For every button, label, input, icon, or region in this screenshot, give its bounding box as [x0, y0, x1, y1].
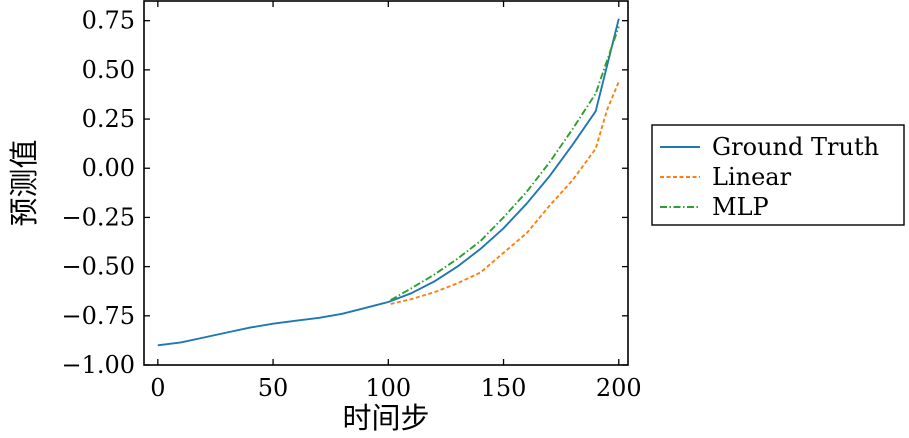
x-tick-label: 200	[596, 374, 642, 402]
x-tick-label: 0	[150, 374, 165, 402]
y-tick-label: 0.75	[82, 7, 135, 35]
legend-frame	[651, 124, 905, 226]
plot-frame	[143, 0, 629, 366]
series-line-linear	[390, 81, 620, 305]
y-axis-label: 预测值	[7, 139, 41, 226]
series-line-ground-truth	[157, 18, 620, 347]
x-tick-label: 150	[481, 374, 527, 402]
y-tick-label: −1.00	[61, 351, 135, 379]
y-tick-label: 0.25	[82, 105, 135, 133]
y-tick-label: −0.75	[61, 302, 135, 330]
series-line-mlp	[390, 26, 620, 301]
legend-label: MLP	[712, 193, 769, 221]
x-tick-label: 50	[258, 374, 289, 402]
legend-label: Ground Truth	[712, 133, 879, 161]
legend-label: Linear	[712, 163, 792, 191]
x-axis-label: 时间步	[342, 401, 429, 435]
x-tick-label: 100	[365, 374, 411, 402]
y-tick-label: −0.50	[61, 253, 135, 281]
y-tick-label: 0.50	[82, 56, 135, 84]
series-layer	[157, 18, 620, 347]
y-tick-label: −0.25	[61, 203, 135, 231]
tick-layer: 0 50 100 150 200 −1.00 −0.75 −0.50 −0.25 0.00 0.25…	[61, 1, 642, 402]
y-tick-label: 0.00	[82, 154, 135, 182]
